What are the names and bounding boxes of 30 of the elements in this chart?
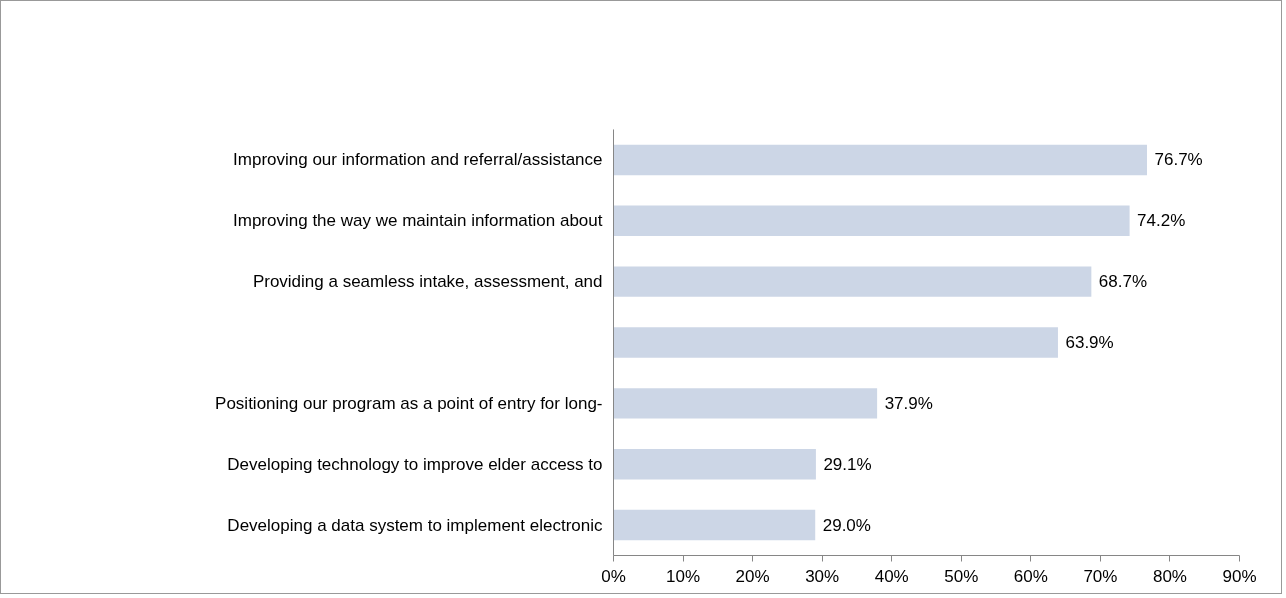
x-tick-label: 0% (601, 566, 626, 586)
data-label: 37.9% (884, 393, 933, 413)
y-tick-label: Improving the way we maintain information about (233, 211, 603, 231)
x-tick-label: 50% (944, 566, 979, 586)
x-tick-label: 40% (874, 566, 909, 586)
data-label: 68.7% (1098, 272, 1148, 292)
x-tick-label: 10% (666, 566, 701, 586)
x-tick-label: 80% (1152, 566, 1187, 586)
bar (613, 266, 1092, 297)
data-label: 74.2% (1137, 211, 1186, 231)
y-tick-label: Improving our information and referral/assistance (233, 150, 603, 170)
data-label: 63.9% (1065, 333, 1114, 352)
x-tick-label: 60% (1013, 566, 1048, 586)
y-tick-label: Developing technology to improve elder access to (227, 454, 603, 474)
y-tick-label: Positioning our program as a point of entry for long- (215, 393, 603, 413)
x-tick-label: 90% (1222, 566, 1257, 586)
x-tick-label: 20% (735, 566, 770, 586)
bar (613, 205, 1130, 236)
bar (613, 144, 1147, 176)
bar (613, 327, 1058, 358)
x-tick-label: 30% (805, 566, 840, 586)
data-label: 76.7% (1154, 150, 1203, 170)
data-label: 29.0% (822, 515, 871, 535)
x-tick-label: 70% (1083, 566, 1118, 586)
bar (613, 449, 816, 480)
y-tick-label: Developing a data system to implement electronic (227, 515, 603, 535)
bar (613, 388, 878, 419)
y-tick-label: Providing a seamless intake, assessment, and (252, 272, 603, 292)
bar (613, 509, 816, 541)
data-label: 29.1% (823, 454, 872, 474)
